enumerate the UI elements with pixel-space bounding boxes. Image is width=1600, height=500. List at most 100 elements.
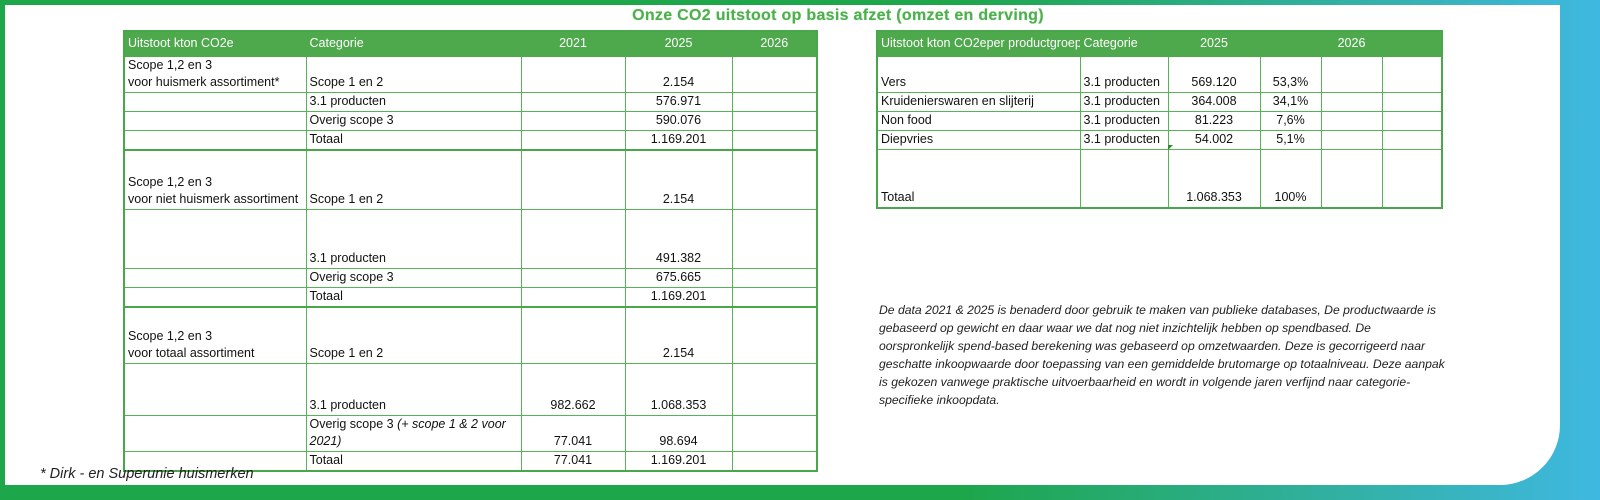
- table-cell: Scope 1 en 2: [305, 56, 522, 93]
- table-cell: 576.971: [624, 92, 733, 112]
- header-cell: Categorie: [305, 30, 522, 57]
- table-row: Totaal 77.041 1.169.201: [123, 451, 818, 472]
- table-cell: [1381, 149, 1443, 208]
- table-cell: 100%: [1259, 149, 1322, 208]
- table-cell: [520, 149, 626, 210]
- table-cell: 364.008: [1167, 92, 1261, 112]
- table-row: 3.1 producten 491.382: [123, 208, 818, 269]
- table-cell: Totaal: [876, 149, 1081, 208]
- table-cell: Overig scope 3 (+ scope 1 & 2 voor 2021): [305, 415, 522, 452]
- table-cell: Diepvries: [876, 130, 1081, 150]
- header-cell: 2026: [1320, 30, 1383, 57]
- table-cell: [520, 267, 626, 288]
- table-row: Non food 3.1 producten 81.223 7,6%: [876, 111, 1443, 131]
- table-cell: 3.1 producten: [305, 208, 522, 269]
- table-cell: [123, 130, 307, 151]
- table-cell: 569.120: [1167, 56, 1261, 93]
- header-cell: Categorie: [1079, 30, 1169, 57]
- table-row: Overig scope 3 590.076: [123, 111, 818, 131]
- table-cell: 98.694: [624, 415, 733, 452]
- table-row: Totaal 1.169.201: [123, 130, 818, 151]
- table-cell: [731, 415, 818, 452]
- table-cell: 3.1 producten: [1079, 111, 1169, 131]
- table-cell: [1320, 92, 1383, 112]
- table-cell: 81.223: [1167, 111, 1261, 131]
- table-cell: [731, 56, 818, 93]
- table-row: Overig scope 3 675.665: [123, 267, 818, 288]
- table-cell: 2.154: [624, 56, 733, 93]
- table-cell: [520, 305, 626, 364]
- title: Onze CO2 uitstoot op basis afzet (omzet …: [632, 7, 1044, 24]
- cell-marker: [1168, 145, 1173, 150]
- product-group-table: Uitstoot kton CO2eper productgroep Catego…: [876, 30, 1443, 209]
- header-cell: [1381, 30, 1443, 57]
- table-cell: [520, 92, 626, 112]
- cell-line: Scope 1,2 en 3: [128, 329, 213, 343]
- table-cell: 3.1 producten: [305, 363, 522, 416]
- table-cell: 2.154: [624, 305, 733, 364]
- header-row: Uitstoot kton CO2e Categorie 2021 2025 2026: [123, 30, 818, 57]
- header-cell: [1259, 30, 1322, 57]
- table-cell: 491.382: [624, 208, 733, 269]
- table-cell: Overig scope 3: [305, 267, 522, 288]
- table-cell: 3.1 producten: [305, 92, 522, 112]
- table-cell: 982.662: [520, 363, 626, 416]
- table-cell: [731, 92, 818, 112]
- header-cell: 2025: [624, 30, 733, 57]
- table-cell: [1381, 130, 1443, 150]
- table-cell: [123, 363, 307, 416]
- table-cell: 3.1 producten: [1079, 56, 1169, 93]
- table-cell: 7,6%: [1259, 111, 1322, 131]
- table-cell: [731, 111, 818, 131]
- table-row: Diepvries 3.1 producten 54.002 5,1%: [876, 130, 1443, 150]
- table-cell: [731, 267, 818, 288]
- header-cell: 2025: [1167, 30, 1261, 57]
- table-cell: 1.068.353: [1167, 149, 1261, 208]
- table-cell: 5,1%: [1259, 130, 1322, 150]
- header-row: Uitstoot kton CO2eper productgroep Catego…: [876, 30, 1443, 57]
- table-row: Scope 1,2 en 3 voor huismerk assortiment*…: [123, 56, 818, 93]
- table-cell: Scope 1 en 2: [305, 149, 522, 210]
- table-cell: 590.076: [624, 111, 733, 131]
- table-cell: [731, 363, 818, 416]
- header-cell: Uitstoot kton CO2e: [123, 30, 307, 57]
- table-cell: Totaal: [305, 451, 522, 472]
- table-cell: [520, 208, 626, 269]
- table-cell: [1381, 92, 1443, 112]
- cell-line: Scope 1,2 en 3: [128, 58, 213, 72]
- table-cell: [1079, 149, 1169, 208]
- table-cell: Totaal: [305, 130, 522, 151]
- table-cell: [731, 149, 818, 210]
- table-cell: [123, 415, 307, 452]
- emission-table: Uitstoot kton CO2e Categorie 2021 2025 2026 …: [123, 30, 818, 472]
- table-cell: [123, 111, 307, 131]
- table-cell: 1.169.201: [624, 286, 733, 307]
- table-cell: [1320, 111, 1383, 131]
- table-row: Scope 1,2 en 3 voor niet huismerk assorti…: [123, 149, 818, 210]
- cell-note: (+ scope 1 & 2 voor 2021): [309, 417, 506, 448]
- table-row: 3.1 producten 576.971: [123, 92, 818, 112]
- table-cell: [731, 130, 818, 151]
- header-cell: Uitstoot kton CO2eper productgroep: [876, 30, 1081, 57]
- table-cell: [731, 305, 818, 364]
- footnote: * Dirk - en Superunie huismerken: [40, 466, 254, 482]
- table-row: Totaal 1.068.353 100%: [876, 149, 1443, 208]
- table-cell: [1320, 130, 1383, 150]
- table-cell: Scope 1 en 2: [305, 305, 522, 364]
- cell-text: Overig scope 3: [309, 417, 394, 431]
- table-cell: Kruidenierswaren en slijterij: [876, 92, 1081, 112]
- cell-line: Scope 1,2 en 3: [128, 174, 213, 189]
- table-cell: 3.1 producten: [1079, 92, 1169, 112]
- table-cell: 77.041: [520, 451, 626, 472]
- table-cell: 1.169.201: [624, 130, 733, 151]
- table-cell: Vers: [876, 56, 1081, 93]
- table-cell: [520, 130, 626, 151]
- table-cell: Scope 1,2 en 3 voor totaal assortiment: [123, 305, 307, 364]
- explanation-note: De data 2021 & 2025 is benaderd door geb…: [879, 303, 1445, 407]
- table-cell: 34,1%: [1259, 92, 1322, 112]
- table-cell: 54.002: [1167, 130, 1261, 150]
- table-row: Vers 3.1 producten 569.120 53,3%: [876, 56, 1443, 93]
- table-cell: [1381, 56, 1443, 93]
- table-row: Kruidenierswaren en slijterij 3.1 product…: [876, 92, 1443, 112]
- table-cell: 77.041: [520, 415, 626, 452]
